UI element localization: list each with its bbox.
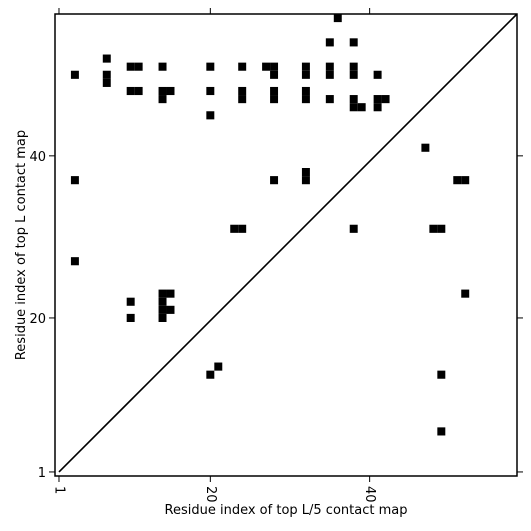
contact-cell-top-l5 [437, 427, 446, 436]
contact-cell-top-l [349, 38, 358, 47]
contact-cell-top-l [270, 62, 279, 71]
contact-cell-top-l [158, 313, 167, 322]
contact-cell-top-l [325, 95, 334, 104]
contact-cell-top-l [158, 86, 167, 96]
contact-cell-top-l5 [437, 370, 446, 379]
contact-cell-top-l [381, 95, 390, 104]
contact-cell-top-l [70, 257, 79, 266]
contact-cell-top-l [102, 54, 111, 63]
contact-cell-top-l [238, 86, 247, 96]
contact-cell-top-l [373, 95, 382, 104]
contact-cell-top-l [126, 297, 135, 306]
contact-cell-top-l [301, 86, 310, 96]
diagonal-line [58, 13, 518, 473]
contact-cell-top-l [325, 38, 334, 47]
contact-cell-top-l [270, 70, 279, 79]
plot-frame [54, 13, 518, 477]
contact-cell-top-l [349, 62, 358, 71]
contact-cell-top-l5 [461, 289, 470, 298]
contact-cell-top-l [325, 70, 334, 79]
contact-cell-top-l [134, 86, 143, 96]
contact-cell-top-l [301, 168, 310, 177]
contact-cell-top-l [238, 95, 247, 104]
contact-cell-top-l [301, 176, 310, 185]
contact-cell-top-l [373, 103, 382, 112]
x-tick-label: 20 [203, 486, 218, 503]
contact-cell-top-l [126, 313, 135, 322]
contact-cell-top-l [102, 70, 111, 79]
contact-cell-top-l [158, 95, 167, 104]
contact-cell-top-l [206, 111, 215, 120]
y-tick-label: 20 [29, 312, 46, 327]
contact-cell-top-l5 [461, 176, 470, 185]
contact-cell-top-l [270, 176, 279, 185]
contact-cell-top-l [262, 62, 271, 71]
contact-cell-top-l5 [429, 224, 438, 233]
contact-cells [70, 14, 470, 436]
contact-cell-top-l [270, 95, 279, 104]
contact-cell-top-l [357, 103, 366, 112]
contact-cell-top-l [158, 297, 167, 306]
contact-cell-top-l [206, 86, 215, 96]
contact-cell-top-l [126, 62, 135, 71]
contact-cell-top-l [158, 305, 167, 314]
contact-cell-top-l [158, 62, 167, 71]
contact-cell-top-l [206, 62, 215, 71]
contact-cell-top-l [214, 362, 223, 371]
contact-cell-top-l [349, 95, 358, 104]
contact-cell-top-l [134, 62, 143, 71]
contact-cell-top-l [301, 95, 310, 104]
contact-cell-top-l [301, 70, 310, 79]
y-tick-label: 1 [38, 466, 46, 481]
contact-cell-top-l [166, 86, 175, 96]
x-tick-label: 40 [362, 486, 377, 503]
contact-cell-top-l [238, 62, 247, 71]
contact-cell-top-l5 [453, 176, 462, 185]
contact-cell-top-l [206, 370, 215, 379]
contact-cell-top-l [158, 289, 167, 298]
contact-cell-top-l [230, 224, 239, 233]
contact-cell-top-l [238, 224, 247, 233]
contact-cell-top-l [373, 70, 382, 79]
axis-ticks: 1 20 40 1 20 40 [29, 8, 523, 503]
contact-cell-top-l [166, 305, 175, 314]
contact-cell-top-l [333, 14, 342, 23]
contact-cell-top-l [270, 86, 279, 96]
x-axis-label: Residue index of top L/5 contact map [165, 503, 408, 518]
y-tick-label: 40 [29, 150, 46, 165]
contact-cell-top-l5 [437, 224, 446, 233]
y-axis-label: Residue index of top L contact map [14, 130, 29, 360]
contact-cell-top-l [70, 176, 79, 185]
contact-cell-top-l [349, 224, 358, 233]
contact-cell-top-l [349, 103, 358, 112]
contact-cell-top-l [126, 86, 135, 96]
contact-cell-top-l [325, 62, 334, 71]
contact-cell-top-l [70, 70, 79, 79]
contact-cell-top-l [349, 70, 358, 79]
contact-cell-top-l5 [421, 143, 430, 152]
contact-cell-top-l [166, 289, 175, 298]
contact-cell-top-l [301, 62, 310, 71]
x-tick-label: 1 [51, 486, 66, 494]
contact-cell-top-l [102, 78, 111, 87]
